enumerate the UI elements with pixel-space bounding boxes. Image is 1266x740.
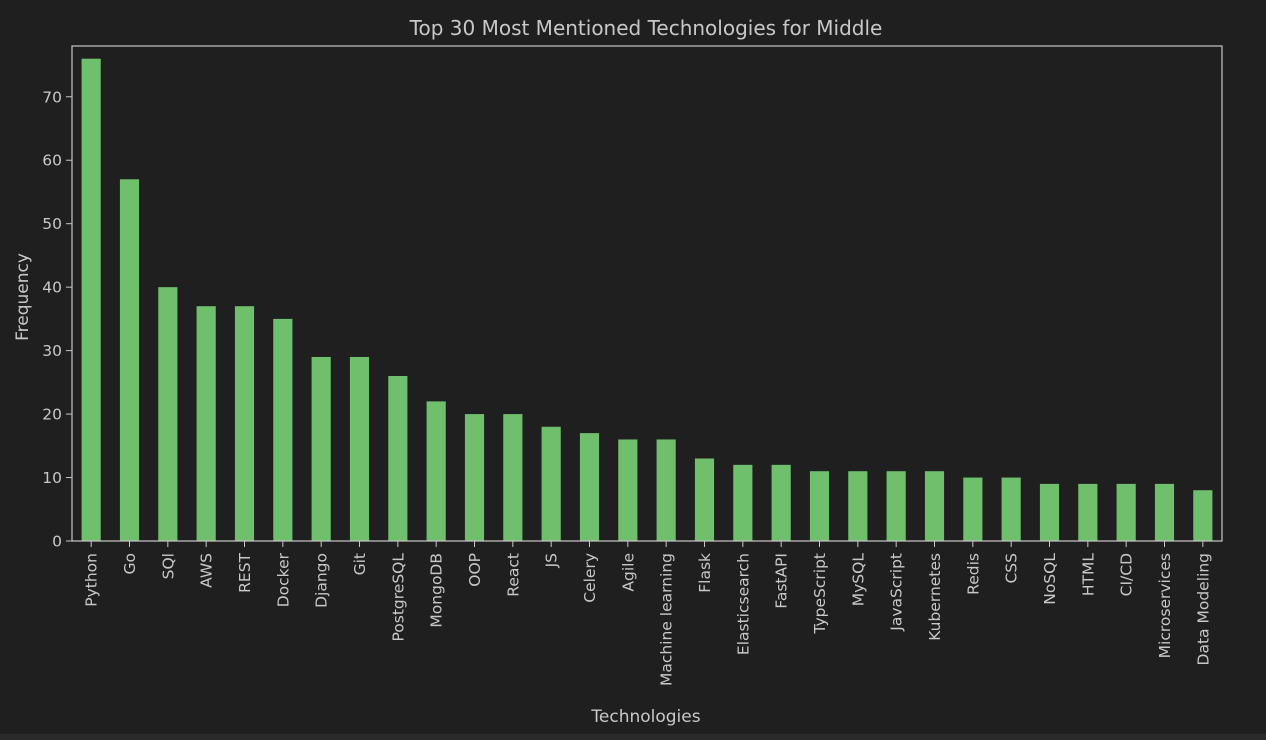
x-tick-label: Python (83, 553, 101, 607)
bar-python (81, 58, 101, 541)
bar-kubernetes (924, 471, 945, 541)
x-tick-label: Go (121, 553, 139, 575)
x-tick-label: HTML (1079, 553, 1097, 596)
x-tick-label: JavaScript (888, 553, 906, 632)
x-tick-label: MySQL (849, 553, 867, 607)
bar-react (503, 414, 523, 541)
chart-title: Top 30 Most Mentioned Technologies for M… (409, 16, 883, 40)
x-tick-label: MongoDB (428, 553, 446, 628)
y-tick-label: 20 (42, 406, 62, 424)
bar-series (81, 58, 1213, 541)
x-tick-label: REST (236, 552, 254, 592)
bar-mongodb (426, 401, 446, 541)
x-tick-label: Data Modeling (1194, 553, 1212, 665)
x-axis-ticks: Python Go SQl AWS REST Docker Django Git Postgre… (83, 541, 1212, 686)
plot-frame (71, 45, 1223, 542)
x-tick-label: TypeScript (811, 553, 829, 635)
x-tick-label: JS (543, 553, 561, 568)
y-tick-label: 10 (42, 469, 62, 487)
bar-javascript (886, 471, 906, 541)
bar-git (349, 356, 370, 541)
y-tick-label: 0 (52, 533, 62, 551)
y-tick-label: 40 (42, 279, 62, 297)
bar-rest (234, 306, 255, 541)
x-tick-label: FastAPI (773, 553, 791, 609)
bar-django (311, 356, 331, 541)
bar-css (1001, 477, 1021, 541)
x-tick-label: Microservices (1156, 553, 1174, 658)
x-tick-label: Agile (619, 553, 637, 592)
bar-microservices (1154, 483, 1175, 541)
y-tick-label: 70 (42, 88, 62, 106)
x-tick-label: Redis (964, 553, 982, 595)
y-axis-label: Frequency (13, 253, 33, 341)
x-tick-label: React (504, 553, 522, 597)
bar-celery (579, 433, 600, 541)
x-axis-label: Technologies (590, 707, 700, 727)
bar-flask (694, 458, 715, 541)
bar-sql (158, 287, 178, 541)
x-tick-label: CI/CD (1118, 553, 1136, 596)
bar-elasticsearch (733, 464, 753, 541)
x-tick-label: Machine learning (658, 553, 676, 686)
bar-agile (618, 439, 638, 541)
x-tick-label: SQl (159, 553, 177, 579)
bar-go (119, 179, 140, 541)
x-tick-label: NoSQL (1041, 553, 1059, 605)
bar-docker (273, 318, 293, 541)
x-tick-label: Kubernetes (926, 553, 944, 641)
x-tick-label: PostgreSQL (389, 553, 407, 642)
bar-html (1078, 483, 1098, 541)
bar-js (541, 426, 561, 541)
y-tick-label: 50 (42, 215, 62, 233)
y-tick-label: 30 (42, 342, 62, 360)
bottom-border-strip (0, 734, 1266, 740)
x-tick-label: CSS (1003, 553, 1021, 584)
y-axis-ticks: 0 10 20 30 40 50 60 70 (42, 88, 72, 551)
x-tick-label: Docker (274, 552, 292, 607)
x-tick-label: Celery (581, 553, 599, 603)
x-tick-label: Flask (696, 553, 714, 593)
bar-data-modeling (1193, 490, 1213, 541)
bar-nosql (1039, 483, 1060, 541)
bar-oop (464, 414, 485, 541)
bar-typescript (809, 471, 830, 541)
x-tick-label: OOP (466, 553, 484, 587)
x-tick-label: Elasticsearch (734, 553, 752, 655)
bar-fastapi (771, 464, 791, 541)
bar-mysql (848, 471, 868, 541)
x-tick-label: Git (351, 553, 369, 575)
bar-redis (963, 477, 983, 541)
x-tick-label: AWS (198, 553, 216, 588)
bar-machine-learning (656, 439, 676, 541)
bar-ci-cd (1116, 483, 1136, 541)
bar-postgresql (388, 376, 408, 541)
bar-aws (196, 306, 216, 541)
x-tick-label: Django (313, 553, 331, 608)
y-tick-label: 60 (42, 152, 62, 170)
